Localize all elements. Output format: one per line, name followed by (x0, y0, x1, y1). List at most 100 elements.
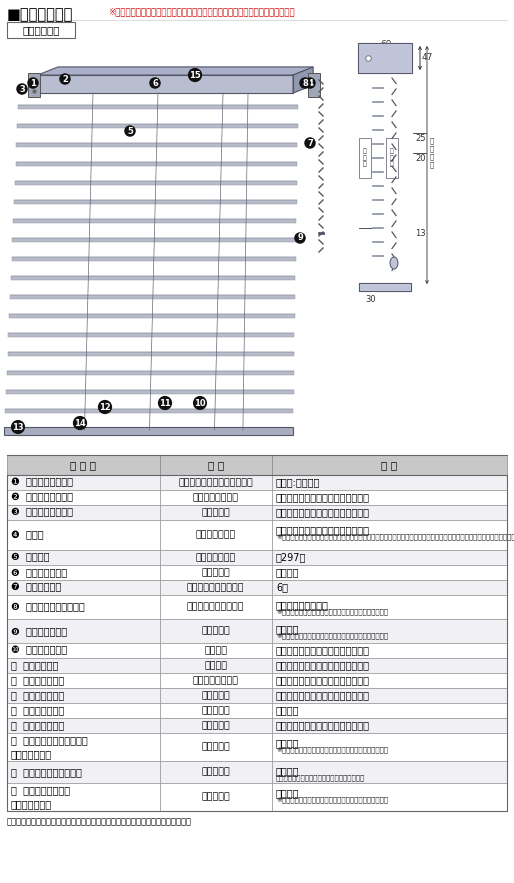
Text: 6: 6 (152, 79, 158, 87)
Text: ※操作チェーンに通常操作以上の力が強かると外れる部品: ※操作チェーンに通常操作以上の力が強かると外れる部品 (276, 608, 388, 615)
Bar (7, 505, 507, 520)
Bar (7, 643, 159, 658)
Bar (7, 475, 507, 490)
Text: 13: 13 (415, 229, 426, 238)
Text: 全297色: 全297色 (276, 553, 306, 562)
Bar (159, 688, 272, 703)
Bar (272, 718, 507, 733)
Text: 11: 11 (159, 398, 171, 407)
Bar (7, 658, 507, 673)
Bar (7, 688, 159, 703)
Text: 25: 25 (415, 134, 426, 143)
Text: ⓬  ボトムレール＊: ⓬ ボトムレール＊ (11, 675, 64, 685)
Text: クリアー: クリアー (276, 738, 300, 748)
Text: ※お子さまの手が届かないよう操作チェーンを束ねる部品: ※お子さまの手が届かないよう操作チェーンを束ねる部品 (276, 632, 388, 638)
Text: スラットカラーと同色または同系色: スラットカラーと同色または同系色 (276, 645, 370, 655)
Text: 樹脂成形品: 樹脂成形品 (201, 508, 230, 517)
Ellipse shape (390, 257, 398, 269)
Bar (7, 550, 159, 565)
Bar (7, 595, 507, 619)
Text: 12: 12 (99, 403, 111, 411)
Text: スラットカラーと同色または同系色: スラットカラーと同色または同系色 (276, 493, 370, 502)
Text: ※お子さまの手が届かないよう操作チェーンを束ねる部品: ※お子さまの手が届かないよう操作チェーンを束ねる部品 (276, 746, 388, 752)
Bar (7, 595, 159, 619)
Text: 樹脂成形品: 樹脂成形品 (201, 691, 230, 700)
Text: スラットカラーと同色または同系色: スラットカラーと同色または同系色 (276, 675, 370, 685)
Text: 樹脂成形品、化学繊維: 樹脂成形品、化学繊維 (187, 602, 245, 612)
Text: 樹脂成形品: 樹脂成形品 (201, 793, 230, 802)
Bar (159, 733, 272, 761)
Text: 製
品
寸
法: 製 品 寸 法 (430, 138, 434, 169)
Bar (159, 643, 272, 658)
Bar (386, 138, 398, 178)
Bar (5, 427, 293, 435)
Bar (7, 490, 507, 505)
Bar (272, 688, 507, 703)
Bar (15, 162, 297, 166)
Bar (7, 580, 507, 595)
Text: スラットカラーと同色または同系色: スラットカラーと同色または同系色 (276, 721, 370, 730)
Bar (272, 490, 507, 505)
Text: クリアー: クリアー (276, 706, 300, 715)
Text: スラットカラーと同色または同系色: スラットカラーと同色または同系色 (276, 508, 370, 517)
Text: ⓫  昇降コード＊: ⓫ 昇降コード＊ (11, 660, 59, 670)
Text: ※お子さまの手が届かないよう操作チェーンを掛ける部品: ※お子さまの手が届かないよう操作チェーンを掛ける部品 (276, 796, 388, 803)
Bar (17, 124, 298, 128)
Text: 7: 7 (307, 139, 313, 147)
Bar (159, 761, 272, 783)
Bar (272, 761, 507, 783)
Bar (8, 333, 295, 337)
Bar (159, 565, 272, 580)
Text: 化学繊維: 化学繊維 (204, 661, 227, 670)
Text: 14: 14 (74, 419, 86, 427)
Bar (7, 658, 159, 673)
Bar (272, 783, 507, 811)
Text: ❼  操作チェーン: ❼ 操作チェーン (11, 583, 61, 592)
Text: クリアー: クリアー (276, 624, 300, 634)
Text: 47: 47 (422, 54, 433, 63)
Text: ❾  コードクリップ: ❾ コードクリップ (11, 626, 67, 636)
Text: ❺  スラット: ❺ スラット (11, 553, 49, 562)
Text: 30: 30 (365, 295, 376, 304)
Text: 樹脂部:クリアー: 樹脂部:クリアー (276, 478, 320, 487)
Bar (7, 703, 159, 718)
Text: 10: 10 (194, 398, 206, 407)
Bar (28, 73, 40, 97)
Polygon shape (359, 283, 411, 291)
Text: 操作チェーンと同色: 操作チェーンと同色 (276, 600, 329, 610)
Bar (159, 580, 272, 595)
Text: 5: 5 (127, 126, 133, 135)
Text: 樹脂成形品: 樹脂成形品 (201, 568, 230, 577)
Bar (159, 520, 272, 550)
Bar (9, 314, 295, 318)
Bar (272, 455, 507, 475)
Text: 外
方
側: 外 方 側 (390, 148, 394, 167)
Bar (7, 550, 507, 565)
Text: ⓲  チェーンハンガー: ⓲ チェーンハンガー (11, 785, 70, 795)
Text: ⓰  マルチチェーンハンガー: ⓰ マルチチェーンハンガー (11, 735, 88, 745)
Text: アルミ押出し形材: アルミ押出し形材 (193, 676, 238, 685)
Bar (16, 143, 298, 147)
Text: 〈オプション〉: 〈オプション〉 (11, 799, 52, 809)
Bar (5, 409, 293, 413)
Bar (159, 455, 272, 475)
Polygon shape (358, 43, 412, 73)
Text: スラットカラーと同色または同系色: スラットカラーと同色または同系色 (276, 660, 370, 670)
Text: クリアー: クリアー (276, 568, 300, 577)
Bar (159, 718, 272, 733)
Bar (7, 783, 507, 811)
Bar (7, 783, 159, 811)
Text: 部 品 名: 部 品 名 (70, 460, 96, 470)
Bar (7, 520, 507, 550)
Bar (272, 580, 507, 595)
Text: ❷  ヘッドボックス＊: ❷ ヘッドボックス＊ (11, 493, 73, 502)
Bar (7, 703, 507, 718)
Text: 樹脂成形品、他: 樹脂成形品、他 (196, 531, 236, 540)
Bar (159, 550, 272, 565)
Text: ❶  取付けブラケット: ❶ 取付けブラケット (11, 478, 73, 487)
Bar (272, 595, 507, 619)
Text: 樹脂成形品: 樹脂成形品 (201, 721, 230, 730)
Polygon shape (293, 67, 313, 93)
Polygon shape (38, 67, 313, 75)
Bar (7, 580, 159, 595)
